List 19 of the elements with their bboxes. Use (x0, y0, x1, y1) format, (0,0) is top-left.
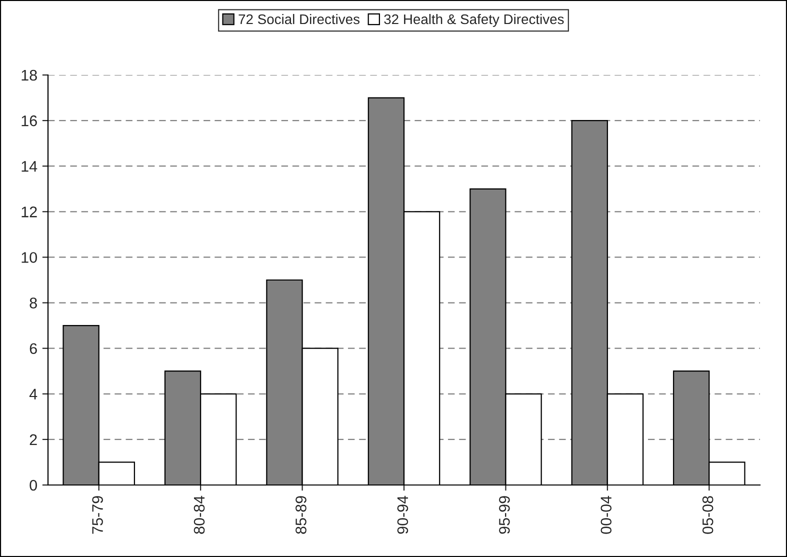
y-tick-label: 10 (22, 252, 37, 263)
x-tick-label: 80-84 (194, 496, 205, 534)
x-tick-label: 00-04 (600, 496, 612, 534)
x-tick-label: 95-99 (498, 496, 510, 534)
x-tick-label: 05-08 (702, 496, 714, 534)
y-tick-label: 12 (22, 206, 37, 218)
legend-label: 32 Health & Safety Directives (384, 14, 564, 27)
y-tick-label: 14 (22, 161, 38, 172)
y-tick-label: 2 (30, 434, 37, 445)
y-tick-label: 8 (30, 298, 37, 308)
x-tick-label: 85-89 (296, 496, 306, 534)
x-tick-label: 90-94 (397, 496, 408, 534)
y-tick-label: 0 (30, 480, 37, 491)
y-tick-label: 4 (29, 388, 38, 400)
x-tick-label: 75-79 (92, 496, 103, 534)
y-tick-label: 18 (22, 70, 37, 81)
y-tick-label: 16 (22, 115, 37, 126)
y-tick-label: 6 (30, 343, 37, 354)
legend-label: 72 Social Directives (238, 14, 360, 24)
